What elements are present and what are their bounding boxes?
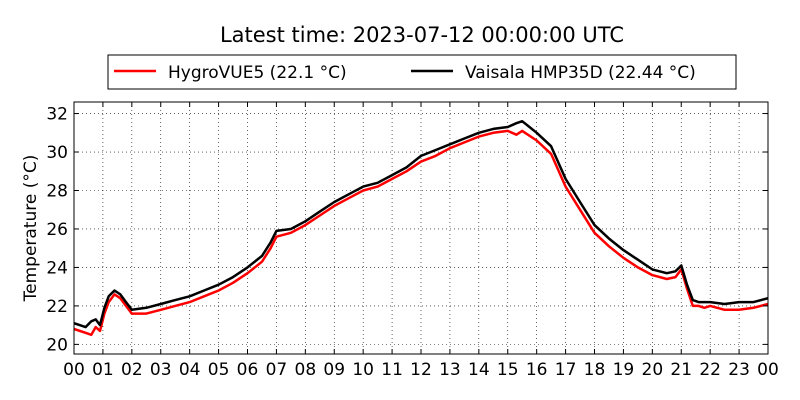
- x-tick-label: 22: [699, 360, 721, 380]
- y-tick-label: 30: [46, 143, 68, 163]
- y-tick-label: 26: [46, 220, 68, 240]
- x-tick-label: 11: [381, 360, 403, 380]
- x-tick-label: 20: [642, 360, 664, 380]
- x-tick-label: 18: [584, 360, 606, 380]
- x-tick-label: 09: [323, 360, 345, 380]
- x-tick-label: 14: [468, 360, 490, 380]
- x-tick-label: 17: [555, 360, 577, 380]
- y-tick-label: 22: [46, 297, 68, 317]
- x-tick-label: 08: [295, 360, 317, 380]
- series-line-1: [73, 119, 769, 329]
- chart-title: Latest time: 2023-07-12 00:00:00 UTC: [220, 23, 624, 47]
- y-tick-label: 32: [46, 105, 68, 125]
- y-axis-label: Temperature (°C): [21, 155, 41, 303]
- x-tick-label: 03: [150, 360, 172, 380]
- x-tick-label: 04: [179, 360, 201, 380]
- x-tick-label: 19: [613, 360, 635, 380]
- y-tick-label: 24: [46, 258, 68, 278]
- x-tick-label: 13: [439, 360, 461, 380]
- series-line-0: [73, 129, 769, 337]
- x-tick-label: 01: [92, 360, 114, 380]
- x-tick-label: 07: [266, 360, 288, 380]
- x-tick-label: 23: [728, 360, 750, 380]
- series-layer: [73, 119, 769, 337]
- x-tick-label: 05: [208, 360, 230, 380]
- x-tick-label: 10: [352, 360, 374, 380]
- y-tick-label: 20: [46, 335, 68, 355]
- legend: HygroVUE5 (22.1 °C) Vaisala HMP35D (22.4…: [107, 54, 737, 90]
- x-tick-label: 16: [526, 360, 548, 380]
- plot-frame: [73, 101, 769, 355]
- y-tick-label: 28: [46, 181, 68, 201]
- x-tick-label: 21: [670, 360, 692, 380]
- x-tick-label: 00: [757, 360, 779, 380]
- ticks: 00 01 02 03 04 05 06 07 08 09 10 11 12 13 14 15 16 17 18 19…: [46, 102, 779, 380]
- legend-label-hygrovue5: HygroVUE5 (22.1 °C): [168, 63, 347, 83]
- x-tick-label: 00: [63, 360, 85, 380]
- legend-label-vaisala: Vaisala HMP35D (22.44 °C): [465, 63, 696, 83]
- x-tick-label: 02: [121, 360, 143, 380]
- x-tick-label: 06: [237, 360, 259, 380]
- x-tick-label: 12: [410, 360, 432, 380]
- x-tick-label: 15: [497, 360, 519, 380]
- grid: [74, 102, 768, 354]
